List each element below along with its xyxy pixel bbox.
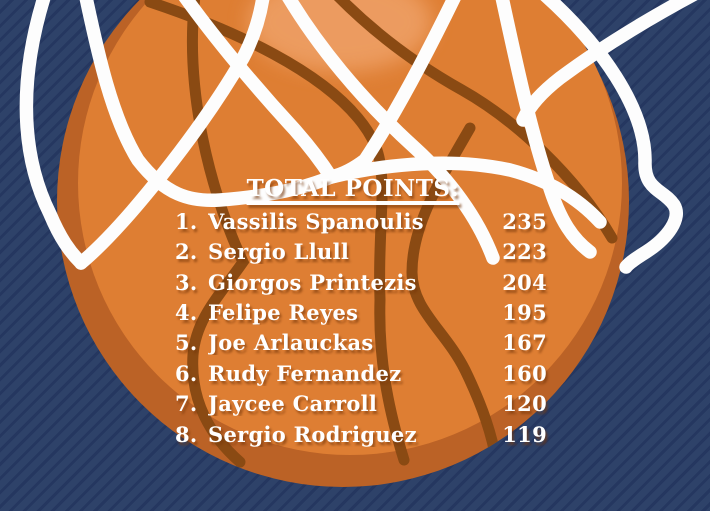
player-points: 120 (502, 391, 547, 417)
player-name: Sergio Rodriguez (208, 421, 417, 447)
player-name: Felipe Reyes (208, 300, 359, 326)
player-name: Giorgos Printezis (208, 269, 417, 295)
ranking-row: 5. Joe Arlauckas 167 (175, 328, 547, 358)
ranking-rank: 1. (175, 208, 198, 234)
net-strand-corner-diagonal (516, 0, 698, 127)
ranking-rank: 6. (175, 360, 198, 386)
player-name: Jaycee Carroll (208, 391, 378, 417)
ranking-rank: 3. (175, 269, 198, 295)
ball-highlight (248, 0, 432, 72)
seam-lower-right (406, 122, 503, 470)
net-strand-lower-boundary (324, 156, 607, 229)
net-strand-mid-left (178, 0, 338, 184)
ranking-rank: 8. (175, 421, 198, 447)
ranking-rank: 4. (175, 300, 198, 326)
basketball-net-icon (19, 0, 698, 274)
ranking-rank: 7. (175, 391, 198, 417)
seam-center (144, 0, 410, 466)
ranking-row: 3. Giorgos Printezis 204 (175, 267, 547, 297)
player-name: Joe Arlauckas (208, 330, 374, 356)
player-points: 235 (502, 208, 547, 234)
net-strand-mid-down (282, 0, 500, 265)
player-name: Sergio Llull (208, 239, 350, 265)
ranking-row: 1. Vassilis Spanoulis 235 (175, 206, 547, 236)
ranking-row: 2. Sergio Llull 223 (175, 236, 547, 266)
ranking-row: 8. Sergio Rodriguez 119 (175, 419, 547, 449)
ranking-row: 6. Rudy Fernandez 160 (175, 358, 547, 388)
seam-upper-right (324, 0, 618, 244)
net-strand-inner-left (79, 0, 338, 208)
page-title: TOTAL POINTS: (246, 175, 460, 202)
ranking-row: 7. Jaycee Carroll 120 (175, 389, 547, 419)
player-points: 160 (502, 360, 547, 386)
player-points: 223 (502, 239, 547, 265)
net-strand-left-drop (19, 0, 88, 270)
net-strand-right-s-curve (540, 0, 683, 274)
net-strand-left-rise (74, 0, 270, 270)
ranking-rank: 5. (175, 330, 198, 356)
ranking-list: 1. Vassilis Spanoulis 235 2. Sergio Llul… (175, 206, 547, 450)
player-points: 195 (502, 300, 547, 326)
ball-seams (144, 0, 618, 470)
player-name: Vassilis Spanoulis (208, 208, 424, 234)
net-strand-right-drop (495, 0, 597, 259)
player-points: 204 (502, 269, 547, 295)
player-points: 167 (502, 330, 547, 356)
ranking-row: 4. Felipe Reyes 195 (175, 297, 547, 327)
player-name: Rudy Fernandez (208, 360, 402, 386)
player-points: 119 (502, 421, 547, 447)
ranking-rank: 2. (175, 239, 198, 265)
seam-left (186, 0, 250, 468)
